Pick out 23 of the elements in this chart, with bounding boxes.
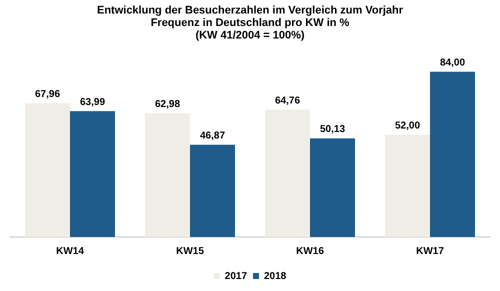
data-label: 52,00 (394, 120, 420, 132)
data-label: 64,76 (274, 95, 300, 106)
bar (190, 144, 235, 237)
x-tick-label: KW15 (176, 246, 204, 257)
data-label: 84,00 (440, 58, 466, 69)
bar (25, 103, 70, 237)
bar (430, 72, 475, 237)
x-tick-label: KW16 (296, 246, 324, 257)
legend-label: 2017 (224, 270, 248, 282)
legend-label: 2018 (264, 270, 287, 282)
bar (70, 111, 115, 237)
bar (265, 110, 310, 237)
x-tick-label: KW14 (56, 246, 84, 257)
data-label: 63,99 (80, 96, 106, 108)
chart-title: Entwicklung der Besucherzahlen im Vergleich zum Vorjahr Frequenz in Deutschland pro KW in % (KW 41/2004 = 100%) (96, 4, 404, 42)
data-label: 67,96 (34, 89, 60, 100)
bar (385, 134, 430, 237)
data-label: 62,98 (154, 98, 180, 110)
x-tick-label: KW17 (416, 246, 444, 257)
bar (310, 138, 355, 237)
data-label: 50,13 (320, 124, 346, 136)
bar (145, 113, 190, 237)
data-label: 46,87 (200, 130, 226, 142)
